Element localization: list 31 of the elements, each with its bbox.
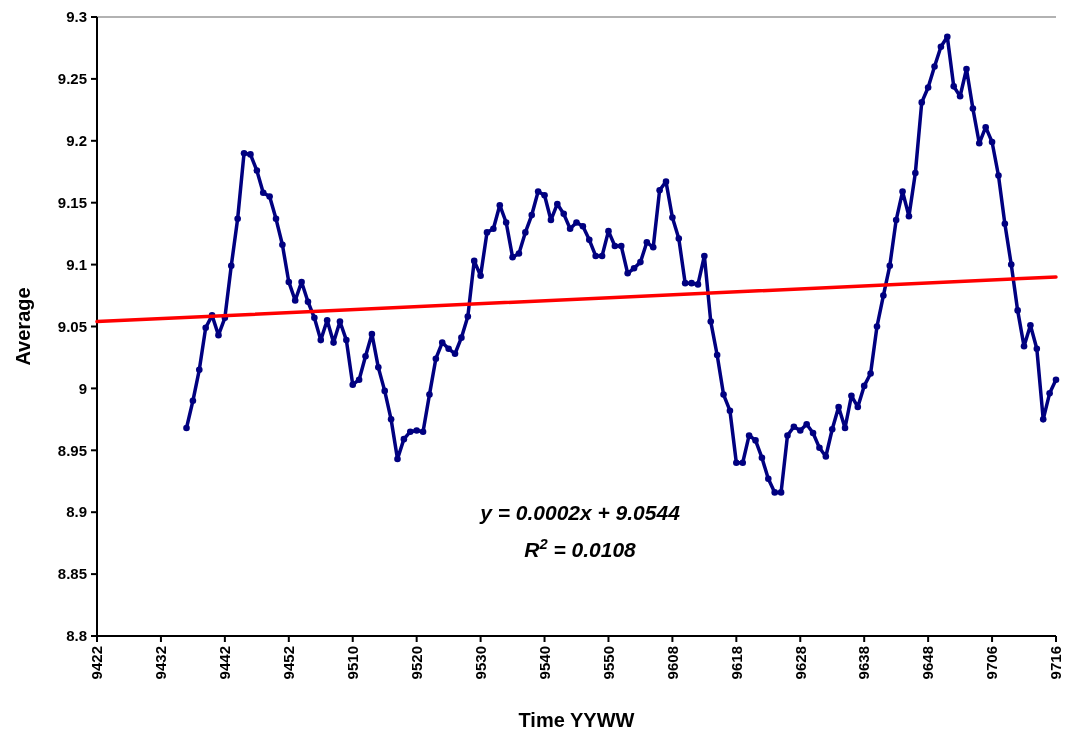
x-tick-label: 9706 bbox=[983, 646, 1001, 680]
annotation: y = 0.0002x + 9.0544 bbox=[479, 501, 681, 524]
x-tick-label: 9618 bbox=[727, 646, 745, 680]
y-tick-label: 9.05 bbox=[57, 317, 87, 335]
x-tick-label: 9550 bbox=[599, 646, 617, 680]
annotation: R$^{2}$ = 0.0108 bbox=[524, 536, 637, 561]
x-tick-label: 9628 bbox=[791, 646, 809, 680]
y-axis-title: Average bbox=[12, 287, 34, 366]
y-tick-label: 8.95 bbox=[57, 441, 87, 459]
y-tick-label: 8.9 bbox=[66, 503, 87, 521]
x-tick-label: 9638 bbox=[855, 646, 873, 680]
x-tick-label: 9608 bbox=[663, 646, 681, 680]
x-tick-label: 9452 bbox=[280, 646, 298, 680]
x-tick-label: 9442 bbox=[216, 646, 234, 680]
x-tick-label: 9432 bbox=[152, 646, 170, 680]
x-tick-label: 9540 bbox=[535, 646, 553, 680]
x-tick-label: 9530 bbox=[471, 646, 489, 680]
y-tick-label: 9 bbox=[78, 379, 87, 397]
y-tick-label: 8.8 bbox=[66, 627, 87, 645]
y-tick-label: 9.3 bbox=[66, 8, 87, 26]
y-tick-label: 9.25 bbox=[57, 70, 87, 88]
x-tick-label: 9510 bbox=[343, 646, 361, 680]
y-tick-label: 9.15 bbox=[57, 193, 87, 211]
x-axis-title: Time YYWW bbox=[518, 709, 635, 731]
y-tick-label: 8.85 bbox=[57, 565, 87, 583]
x-tick-label: 9422 bbox=[88, 646, 106, 680]
x-tick-label: 9716 bbox=[1047, 646, 1065, 680]
x-tick-label: 9520 bbox=[407, 646, 425, 680]
y-tick-label: 9.1 bbox=[66, 255, 87, 273]
y-tick-label: 9.2 bbox=[66, 132, 87, 150]
x-tick-label: 9648 bbox=[919, 646, 937, 680]
